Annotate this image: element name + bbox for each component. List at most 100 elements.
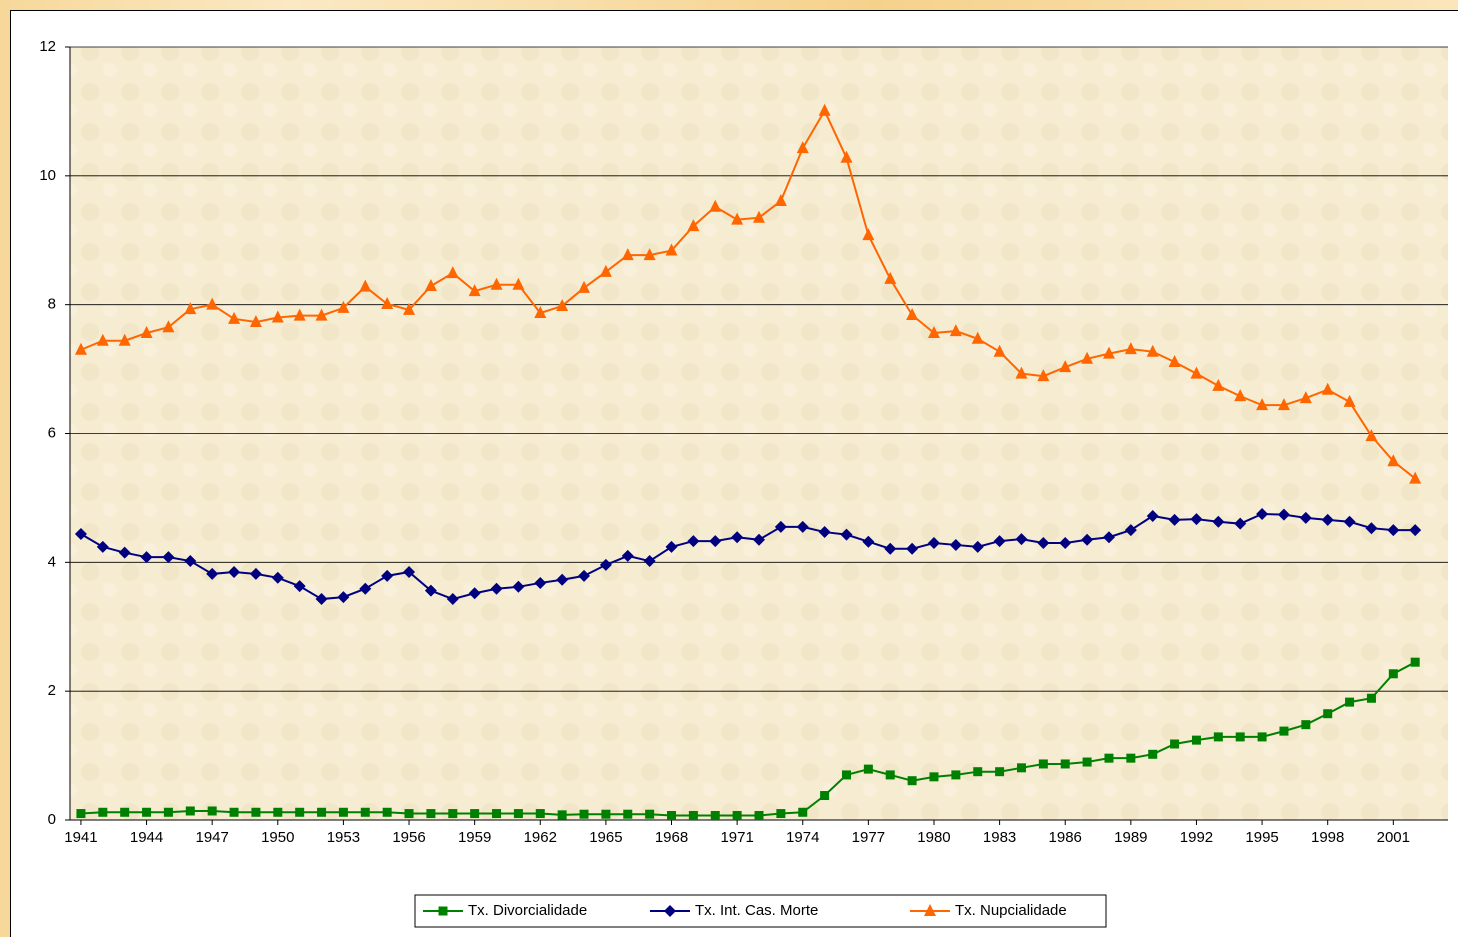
marker [1323,709,1333,719]
marker [140,551,153,564]
marker [403,302,416,315]
marker [381,569,394,582]
x-tick-label: 1977 [852,829,885,846]
x-tick-label: 1947 [195,829,228,846]
marker [118,546,131,559]
marker [228,565,241,578]
marker [885,770,895,780]
marker [1345,697,1355,707]
marker [1059,537,1072,550]
marker [293,308,306,321]
marker [206,567,219,580]
legend-label: Tx. Int. Cas. Morte [695,902,818,919]
marker [1212,515,1225,528]
marker [774,520,787,533]
marker [1037,369,1050,382]
marker [796,520,809,533]
marker [1299,511,1312,524]
marker [490,582,503,595]
marker [251,807,261,817]
marker [1387,524,1400,537]
marker [731,212,744,225]
marker [687,535,700,548]
y-tick-label: 2 [48,682,56,699]
x-tick-label: 1968 [655,829,688,846]
marker [687,219,700,232]
marker [1146,509,1159,522]
y-tick-label: 0 [48,811,56,828]
marker [513,809,523,819]
x-tick-label: 1944 [130,829,163,846]
marker [664,905,676,917]
marker [271,310,284,323]
marker [556,573,569,586]
marker [535,809,545,819]
marker [249,567,262,580]
legend-label: Tx. Nupcialidade [955,902,1067,919]
x-tick-label: 1971 [720,829,753,846]
x-tick-label: 1950 [261,829,294,846]
marker [924,904,936,916]
marker [74,342,87,355]
marker [1081,351,1094,364]
marker [840,528,853,541]
marker [1168,354,1181,367]
marker [1124,524,1137,537]
marker [995,767,1005,777]
marker [1301,720,1311,730]
marker [1015,533,1028,546]
x-tick-label: 1995 [1245,829,1278,846]
marker [162,551,175,564]
x-tick-label: 1962 [524,829,557,846]
marker [623,809,633,819]
marker [929,772,939,782]
marker [774,193,787,206]
marker [557,810,567,820]
marker [438,906,448,916]
x-tick-label: 1986 [1049,829,1082,846]
marker [1213,732,1223,742]
marker [184,555,197,568]
marker [1321,382,1334,395]
marker [98,807,108,817]
marker [884,271,897,284]
marker [315,593,328,606]
marker [951,770,961,780]
marker [1082,757,1092,767]
marker [1212,378,1225,391]
marker [906,307,919,320]
marker [1234,517,1247,530]
marker [229,807,239,817]
x-tick-label: 1980 [917,829,950,846]
y-tick-label: 8 [48,296,56,313]
marker [621,549,634,562]
marker [709,535,722,548]
marker [1148,749,1158,759]
marker [273,807,283,817]
marker [470,809,480,819]
marker [949,538,962,551]
marker [424,278,437,291]
marker [403,565,416,578]
marker [1365,522,1378,535]
marker [665,540,678,553]
marker [907,776,917,786]
marker [206,297,219,310]
marker [96,333,109,346]
marker [863,764,873,774]
marker [599,558,612,571]
marker [840,150,853,163]
x-tick-label: 1992 [1180,829,1213,846]
marker [534,576,547,589]
marker [1168,513,1181,526]
marker [446,266,459,279]
marker [709,199,722,212]
x-tick-label: 1983 [983,829,1016,846]
marker [337,300,350,313]
marker [1279,726,1289,736]
marker [271,571,284,584]
legend [414,894,1107,928]
marker [1409,471,1422,484]
marker [927,537,940,550]
